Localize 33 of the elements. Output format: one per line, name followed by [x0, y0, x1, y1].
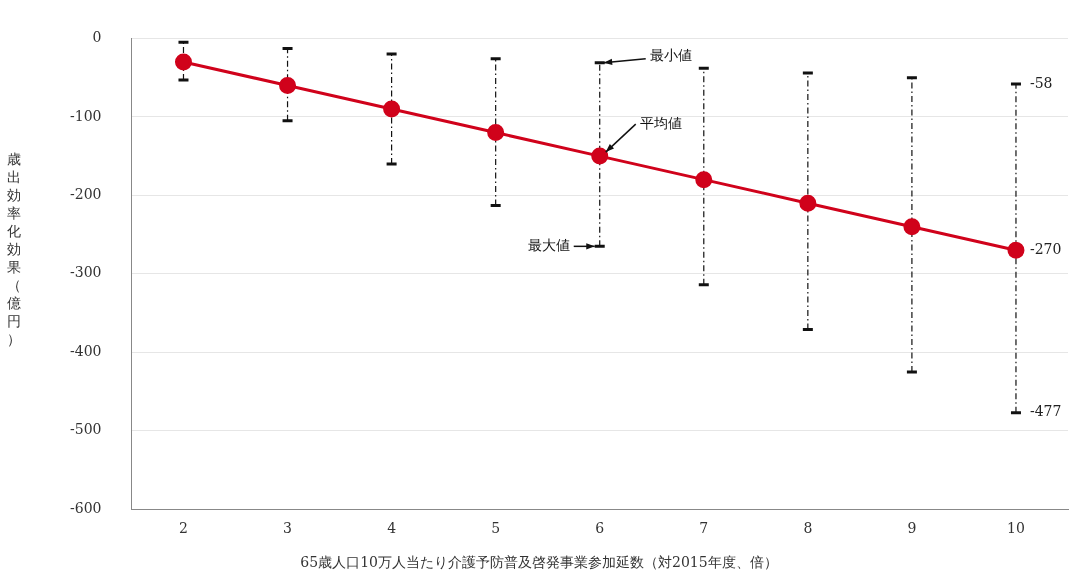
annotation: 平均値	[639, 114, 682, 131]
text: 歳出効率化効果（億円）	[7, 151, 21, 347]
x-tick-label: 10	[1007, 520, 1025, 537]
annotation: 最大値	[527, 236, 570, 253]
point	[695, 171, 713, 189]
point	[591, 147, 609, 165]
annotation: -477	[1029, 403, 1062, 420]
annotation: -58	[1029, 74, 1053, 91]
x-tick-label: 7	[699, 520, 709, 537]
point	[799, 194, 817, 212]
x-tick-label: 4	[387, 520, 397, 537]
y-tick-label: -500	[70, 421, 102, 438]
x-tick-label: 8	[803, 520, 813, 537]
y-tick-label: -400	[70, 342, 102, 359]
point	[487, 124, 505, 142]
annotation: 最小値	[649, 47, 692, 64]
x-tick-label: 2	[179, 520, 188, 537]
y-tick-label: -300	[70, 264, 102, 281]
point	[903, 218, 921, 236]
point	[174, 53, 192, 71]
y-tick-label: -600	[70, 499, 102, 516]
y-tick-label: -100	[70, 107, 102, 124]
annotation: -270	[1029, 240, 1062, 257]
point	[383, 100, 401, 118]
y-tick-label: -200	[70, 185, 102, 202]
point	[279, 76, 297, 94]
x-axis-title: 65歳人口10万人当たり介護予防普及啓発事業参加延数（対2015年度、倍）	[299, 554, 779, 572]
y-tick-label: 0	[92, 29, 102, 46]
x-tick-label: 9	[907, 520, 917, 537]
x-tick-label: 3	[283, 520, 292, 537]
point	[1007, 241, 1025, 259]
x-tick-label: 6	[595, 520, 605, 537]
x-tick-label: 5	[491, 520, 501, 537]
